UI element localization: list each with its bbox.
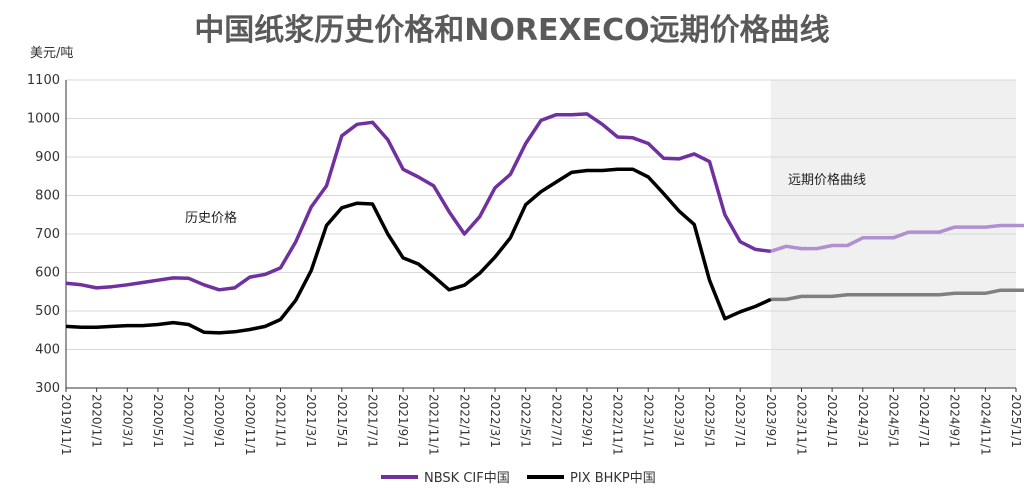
series-1-forward-line bbox=[770, 288, 1024, 302]
x-tick-label: 2023/9/1 bbox=[764, 394, 778, 448]
x-tick-label: 2024/7/1 bbox=[917, 394, 931, 448]
x-tick-label: 2020/5/1 bbox=[151, 394, 165, 448]
y-tick-label: 300 bbox=[35, 381, 60, 396]
x-tick-label: 2024/5/1 bbox=[886, 394, 900, 448]
x-tick-label: 2019/11/1 bbox=[59, 394, 73, 456]
y-tick-label: 900 bbox=[35, 150, 60, 165]
x-tick-label: 2022/7/1 bbox=[549, 394, 563, 448]
x-tick-label: 2022/3/1 bbox=[488, 394, 502, 448]
x-tick-label: 2023/1/1 bbox=[641, 394, 655, 448]
x-tick-labels: 2019/11/1 2020/1/1 2020/3/1 2020/5/1 2020/7/… bbox=[59, 388, 1023, 456]
forward-annotation: 远期价格曲线 bbox=[788, 172, 866, 188]
x-tick-label: 2023/5/1 bbox=[703, 394, 717, 448]
history-annotation: 历史价格 bbox=[185, 210, 237, 226]
x-tick-label: 2020/1/1 bbox=[90, 394, 104, 448]
x-tick-label: 2023/11/1 bbox=[794, 394, 808, 456]
y-tick-label: 500 bbox=[35, 304, 60, 319]
x-tick-label: 2021/9/1 bbox=[396, 394, 410, 448]
y-tick-label: 600 bbox=[35, 266, 60, 281]
x-tick-label: 2022/5/1 bbox=[519, 394, 533, 448]
x-tick-label: 2021/3/1 bbox=[304, 394, 318, 448]
x-tick-label: 2022/1/1 bbox=[457, 394, 471, 448]
x-tick-label: 2020/9/1 bbox=[212, 394, 226, 448]
y-tick-label: 700 bbox=[35, 227, 60, 242]
y-tick-label: 1100 bbox=[27, 73, 60, 88]
legend-label-nbsk: NBSK CIF中国 bbox=[424, 471, 510, 486]
chart-title: 中国纸浆历史价格和NOREXECO远期价格曲线 bbox=[194, 13, 829, 48]
x-tick-label: 2024/3/1 bbox=[856, 394, 870, 448]
x-tick-label: 2024/1/1 bbox=[825, 394, 839, 448]
x-tick-label: 2022/9/1 bbox=[580, 394, 594, 448]
x-tick-label: 2022/11/1 bbox=[611, 394, 625, 456]
x-tick-label: 2023/3/1 bbox=[672, 394, 686, 448]
x-tick-label: 2023/7/1 bbox=[733, 394, 747, 448]
y-tick-label: 400 bbox=[35, 343, 60, 358]
x-tick-label: 2021/1/1 bbox=[274, 394, 288, 448]
x-tick-label: 2024/9/1 bbox=[948, 394, 962, 448]
y-tick-label: 800 bbox=[35, 189, 60, 204]
y-axis-label: 美元/吨 bbox=[30, 46, 73, 61]
x-tick-label: 2020/3/1 bbox=[120, 394, 134, 448]
x-tick-label: 2021/11/1 bbox=[427, 394, 441, 456]
legend-label-pix: PIX BHKP中国 bbox=[570, 471, 656, 486]
x-tick-label: 2020/11/1 bbox=[243, 394, 257, 456]
gridlines bbox=[66, 79, 1016, 350]
series-0-forward-line bbox=[770, 223, 1024, 253]
x-tick-label: 2020/7/1 bbox=[182, 394, 196, 448]
series-lines bbox=[65, 112, 1024, 335]
series-0-history-line bbox=[65, 112, 772, 292]
x-tick-label: 2024/11/1 bbox=[978, 394, 992, 456]
legend: NBSK CIF中国 PIX BHKP中国 bbox=[381, 471, 656, 486]
x-tick-label: 2021/5/1 bbox=[335, 394, 349, 448]
x-tick-label: 2025/1/1 bbox=[1009, 394, 1023, 448]
x-tick-label: 2021/7/1 bbox=[365, 394, 379, 448]
y-tick-labels: 300 400 500 600 700 800 900 1000 1100 bbox=[27, 73, 60, 396]
series-1-history-line bbox=[65, 167, 772, 335]
y-tick-label: 1000 bbox=[27, 112, 60, 127]
